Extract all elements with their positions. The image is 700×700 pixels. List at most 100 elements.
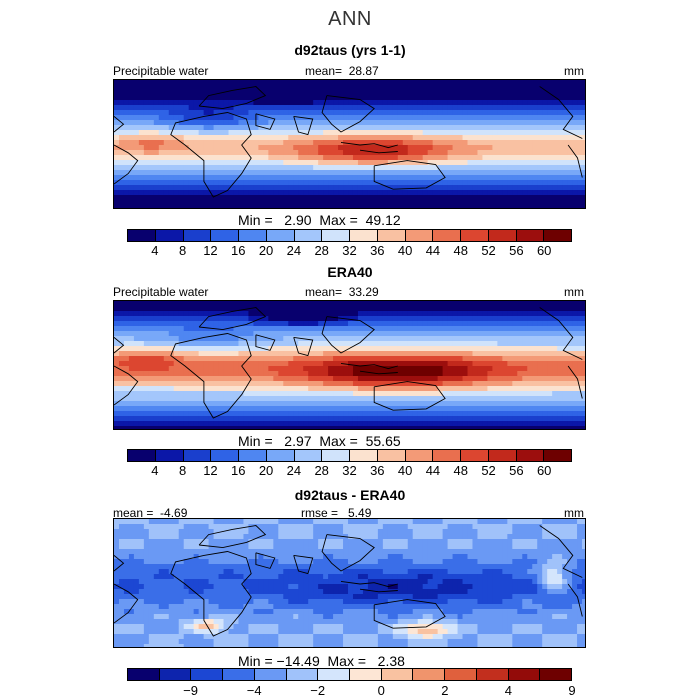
panel-left-label: Precipitable water (113, 285, 209, 299)
colorbar-swatch (266, 230, 295, 241)
colorbar-tick-label: 40 (397, 463, 413, 478)
panel-left-label: mean = -4.69 (113, 506, 188, 520)
coastlines (114, 525, 583, 637)
map-panel (113, 518, 586, 648)
colorbar-swatch (155, 230, 184, 241)
colorbar-swatch (405, 450, 434, 461)
map-panel (113, 79, 586, 209)
colorbar-swatch (191, 669, 224, 680)
colorbar-tick-label: 56 (509, 463, 524, 478)
colorbar-swatch (350, 450, 378, 461)
colorbar-tick-label: 4 (504, 683, 513, 698)
colorbar-tick-label: 32 (342, 243, 357, 258)
coastlines (114, 86, 583, 198)
colorbar-tick-label: −2 (310, 683, 326, 698)
colorbar-swatch (322, 450, 350, 461)
contour-field (114, 301, 585, 429)
colorbar-tick-label: 16 (231, 463, 246, 478)
colorbar-swatch (223, 669, 255, 680)
colorbar-tick-label: 48 (453, 243, 468, 258)
colorbar-swatch (516, 450, 545, 461)
colorbar-tick-label: 56 (509, 243, 524, 258)
colorbar-tick-label: 9 (568, 683, 576, 698)
min-max-stats: Min = 2.97 Max = 55.65 (238, 433, 401, 449)
min-max-stats: Min = 2.90 Max = 49.12 (238, 212, 401, 228)
colorbar-tick-label: 28 (314, 463, 329, 478)
colorbar-swatch (128, 230, 156, 241)
colorbar-swatch (488, 450, 517, 461)
colorbar-tick-label: 20 (258, 463, 274, 478)
colorbar (127, 449, 572, 462)
panel-title: d92taus - ERA40 (294, 487, 406, 503)
panel-center-label: mean= 28.87 (305, 64, 379, 78)
colorbar-tick-label: 52 (481, 463, 496, 478)
colorbar-tick-label: 16 (231, 243, 246, 258)
coastlines (114, 307, 583, 419)
colorbar-tick-label: 36 (370, 243, 385, 258)
colorbar-tick-label: 44 (425, 243, 441, 258)
colorbar-swatch (294, 230, 323, 241)
colorbar-tick-label: 8 (179, 243, 187, 258)
colorbar-tick-label: 12 (203, 463, 218, 478)
colorbar-swatch (294, 450, 323, 461)
colorbar-tick-label: 20 (258, 243, 274, 258)
colorbar-swatch (540, 669, 572, 680)
colorbar-swatch (508, 669, 541, 680)
colorbar-tick-label: 2 (441, 683, 449, 698)
colorbar-swatch (211, 230, 239, 241)
colorbar-tick-label: 4 (151, 243, 159, 258)
colorbar-swatch (254, 669, 287, 680)
colorbar-swatch (516, 230, 545, 241)
colorbar-swatch (433, 230, 461, 241)
colorbar-tick-label: 24 (286, 463, 302, 478)
colorbar-swatch (183, 450, 212, 461)
colorbar-tick-label: 40 (397, 243, 413, 258)
colorbar (127, 229, 572, 242)
colorbar-tick-label: 0 (377, 683, 385, 698)
colorbar-swatch (433, 450, 461, 461)
colorbar-tick-label: 28 (314, 243, 329, 258)
colorbar-tick-label: 60 (536, 243, 552, 258)
panel-title: ERA40 (327, 264, 373, 280)
map-panel (113, 300, 586, 430)
colorbar-swatch (322, 230, 350, 241)
min-max-stats: Min = −14.49 Max = 2.38 (238, 653, 405, 669)
colorbar-swatch (128, 669, 160, 680)
colorbar-swatch (183, 230, 212, 241)
colorbar-ticks: 4 8 12 16 20 24 28 32 36 40 44 48 52 56 60 (127, 464, 572, 480)
colorbar-swatch (318, 669, 351, 680)
colorbar-swatch (476, 669, 509, 680)
panel-left-label: Precipitable water (113, 64, 209, 78)
colorbar-swatch (413, 669, 446, 680)
figure-title: ANN (328, 8, 372, 30)
colorbar-swatch (461, 450, 489, 461)
colorbar-tick-label: 4 (151, 463, 159, 478)
colorbar-tick-label: 12 (203, 243, 218, 258)
colorbar-tick-label: 8 (179, 463, 187, 478)
colorbar-swatch (286, 669, 319, 680)
colorbar-tick-label: −9 (183, 683, 198, 698)
colorbar-tick-label: −4 (246, 683, 262, 698)
colorbar-swatch (544, 230, 571, 241)
units-label: mm (564, 64, 584, 78)
contour-field (114, 80, 585, 208)
colorbar-tick-label: 60 (536, 463, 552, 478)
colorbar-swatch (405, 230, 434, 241)
colorbar-swatch (128, 450, 156, 461)
colorbar-swatch (159, 669, 192, 680)
colorbar-swatch (461, 230, 489, 241)
colorbar-tick-label: 44 (425, 463, 441, 478)
colorbar-ticks: −9 −4 −2 0 2 4 9 (127, 683, 576, 700)
colorbar-swatch (239, 450, 267, 461)
colorbar-swatch (381, 669, 414, 680)
colorbar-swatch (155, 450, 184, 461)
colorbar-ticks: 4 8 12 16 20 24 28 32 36 40 44 48 52 56 60 (127, 244, 572, 260)
colorbar-swatch (377, 450, 406, 461)
units-label: mm (564, 506, 584, 520)
contour-field (114, 519, 585, 647)
units-label: mm (564, 285, 584, 299)
colorbar-tick-label: 24 (286, 243, 302, 258)
panel-center-label: mean= 33.29 (305, 285, 379, 299)
colorbar-swatch (445, 669, 477, 680)
colorbar-swatch (544, 450, 571, 461)
